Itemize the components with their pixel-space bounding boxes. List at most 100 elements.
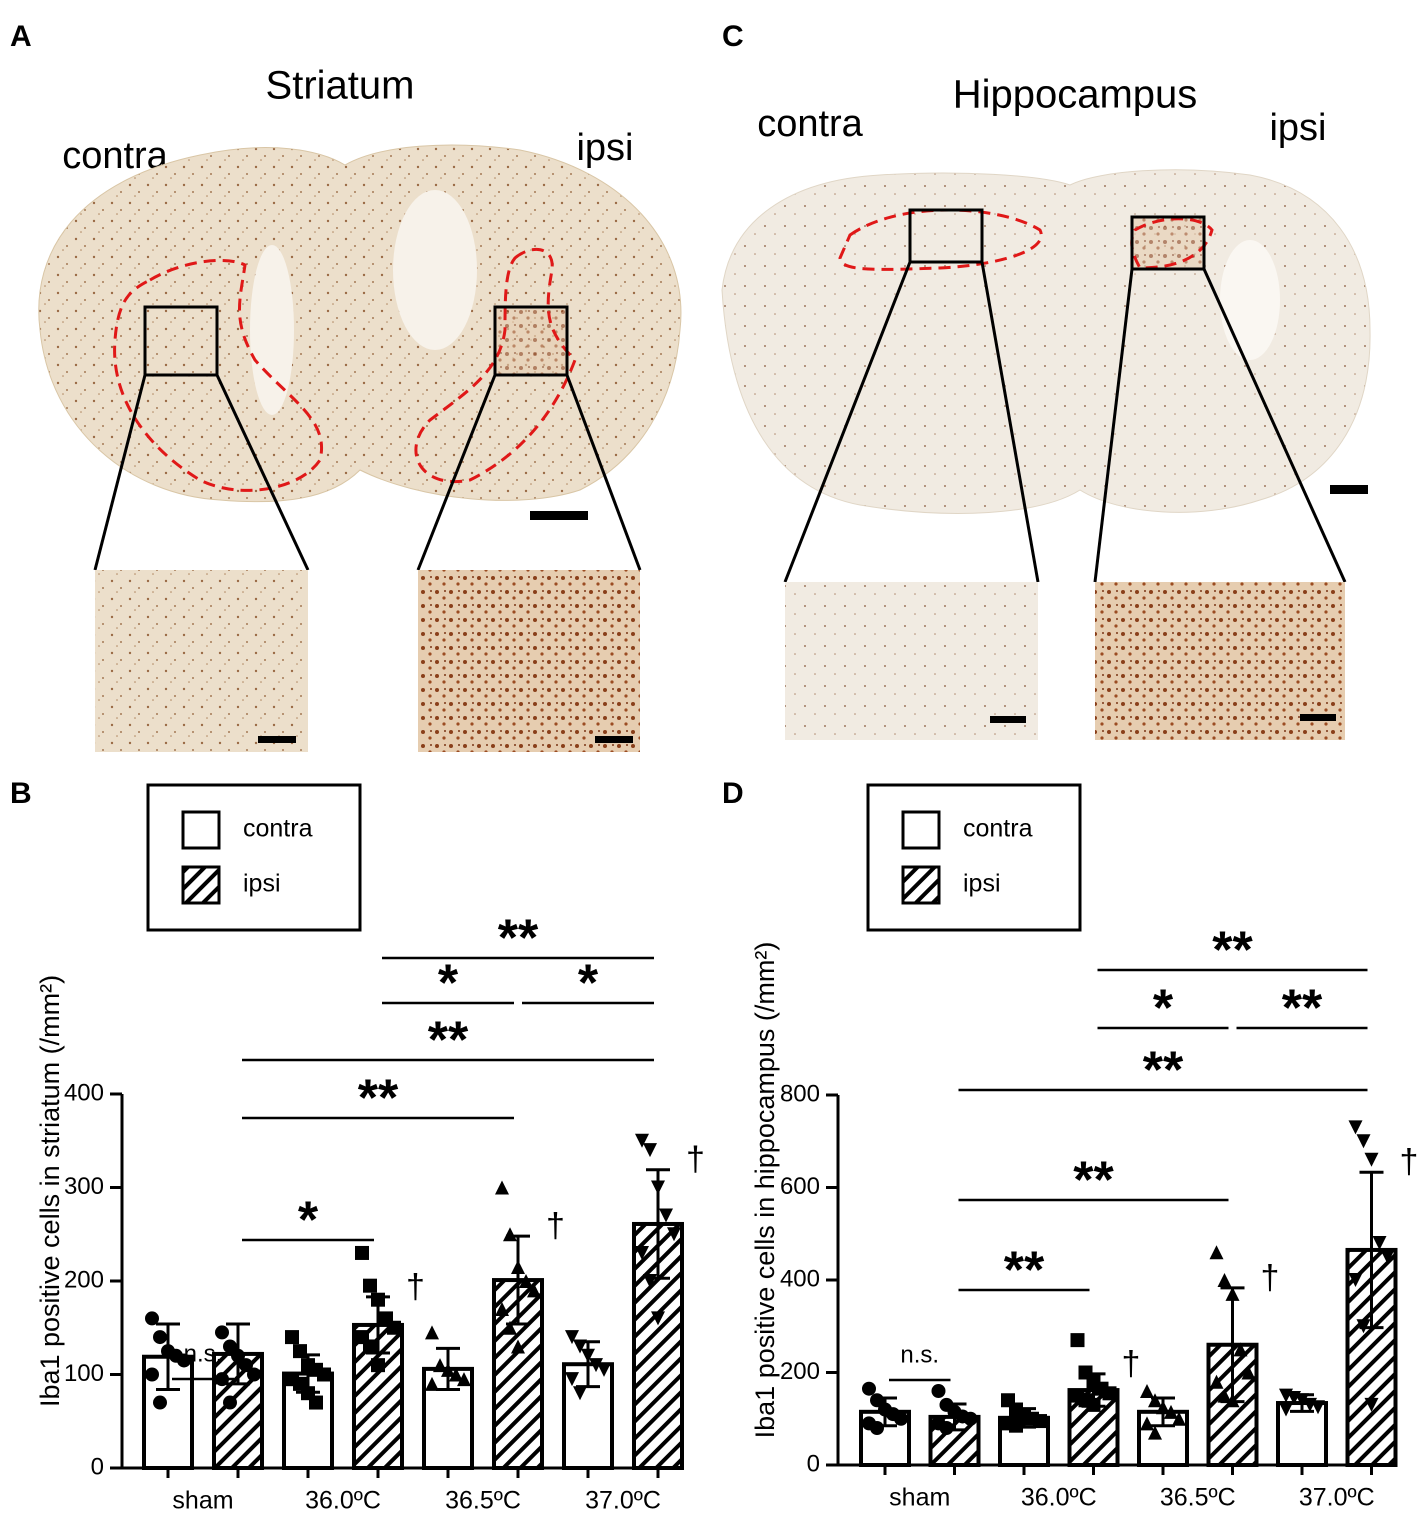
significance-label: * [298,1192,319,1250]
data-point [1311,1400,1325,1415]
legend-label: ipsi [243,870,281,898]
data-point [1209,1245,1224,1260]
data-point [651,1311,665,1326]
data-point [247,1367,261,1382]
data-point [651,1180,665,1195]
data-point [1364,1397,1379,1412]
data-point [495,1302,509,1317]
data-point [573,1339,587,1354]
panel-letter: B [10,777,32,810]
data-point [285,1330,299,1345]
legend-label: contra [963,815,1033,843]
data-point [145,1311,159,1326]
data-point [511,1259,525,1274]
data-point [1164,1404,1178,1419]
data-point [317,1367,331,1382]
data-point [870,1421,884,1435]
significance-label: ** [1073,1152,1114,1210]
data-point [659,1208,673,1223]
data-point [635,1245,649,1260]
data-point [457,1372,471,1387]
data-point [1156,1400,1170,1415]
data-point [589,1358,603,1373]
data-point [1241,1365,1256,1380]
significance-label: ** [1212,922,1253,980]
data-point [527,1283,541,1298]
data-point [1140,1384,1154,1398]
data-point [387,1320,401,1335]
y-tick-label: 0 [91,1453,104,1480]
data-point [1233,1342,1248,1357]
data-point [963,1411,978,1426]
data-point [1009,1418,1023,1433]
data-point [581,1348,595,1363]
data-point [643,1143,657,1158]
legend-swatch [181,810,221,850]
data-point [1225,1286,1240,1301]
data-point [363,1339,377,1354]
data-point [1225,1393,1240,1408]
significance-label: n.s. [900,1341,939,1368]
data-point [371,1358,385,1373]
legend-label: ipsi [963,870,1001,898]
data-point [1356,1319,1371,1334]
side-label: ipsi [1269,107,1326,149]
significance-label: * [578,955,599,1013]
data-point [565,1330,579,1345]
y-tick-label: 0 [807,1450,820,1477]
data-point [597,1362,611,1377]
significance-label: * [438,955,459,1013]
dagger: † [686,1141,705,1179]
dagger: † [1400,1143,1417,1181]
side-label: ipsi [576,127,633,169]
data-point [293,1344,307,1359]
data-point [153,1395,167,1410]
data-point [1086,1397,1101,1412]
data-point [862,1381,876,1396]
x-tick-label: 36.5ºC [1160,1484,1236,1512]
data-point [1033,1414,1047,1429]
dagger: † [546,1207,565,1245]
data-point [643,1274,657,1288]
data-point [1102,1386,1117,1401]
data-point [215,1325,229,1340]
x-tick-label: 37.0ºC [1299,1484,1375,1512]
significance-label: ** [428,1012,469,1070]
y-axis-label: Iba1 positive cells in hippocampus (/mm²… [750,942,780,1439]
legend-label: contra [243,815,313,843]
significance-label: ** [1282,980,1323,1038]
legend-swatch [901,810,941,850]
data-point [433,1358,447,1373]
data-point [1070,1333,1085,1348]
x-tick-label: sham [172,1487,233,1515]
panel-title: Hippocampus [953,73,1198,117]
y-tick-label: 300 [64,1173,104,1200]
data-point [519,1274,533,1288]
data-point [503,1227,517,1242]
dagger: † [1122,1345,1141,1383]
y-tick-label: 800 [780,1080,820,1107]
data-point [355,1245,369,1260]
data-point [1295,1393,1309,1408]
x-tick-label: 36.0ºC [1021,1484,1097,1512]
legend-box [146,783,362,932]
data-point [1380,1249,1395,1264]
x-tick-label: sham [889,1484,950,1512]
x-tick-label: 36.0ºC [305,1487,381,1515]
x-tick-label: 36.5ºC [445,1487,521,1515]
data-point [363,1278,377,1293]
y-axis-label: Iba1 positive cells in striatum (/mm²) [35,975,65,1407]
data-point [635,1133,649,1148]
data-point [1348,1120,1363,1135]
x-tick-label: 37.0ºC [585,1487,661,1515]
data-point [503,1320,517,1335]
data-point [1279,1402,1293,1417]
y-tick-label: 600 [780,1173,820,1200]
legend-swatch [901,865,941,905]
data-point [309,1395,323,1410]
data-point [565,1372,579,1387]
y-tick-label: 400 [64,1079,104,1106]
y-tick-label: 200 [780,1358,820,1385]
data-point [177,1353,191,1368]
